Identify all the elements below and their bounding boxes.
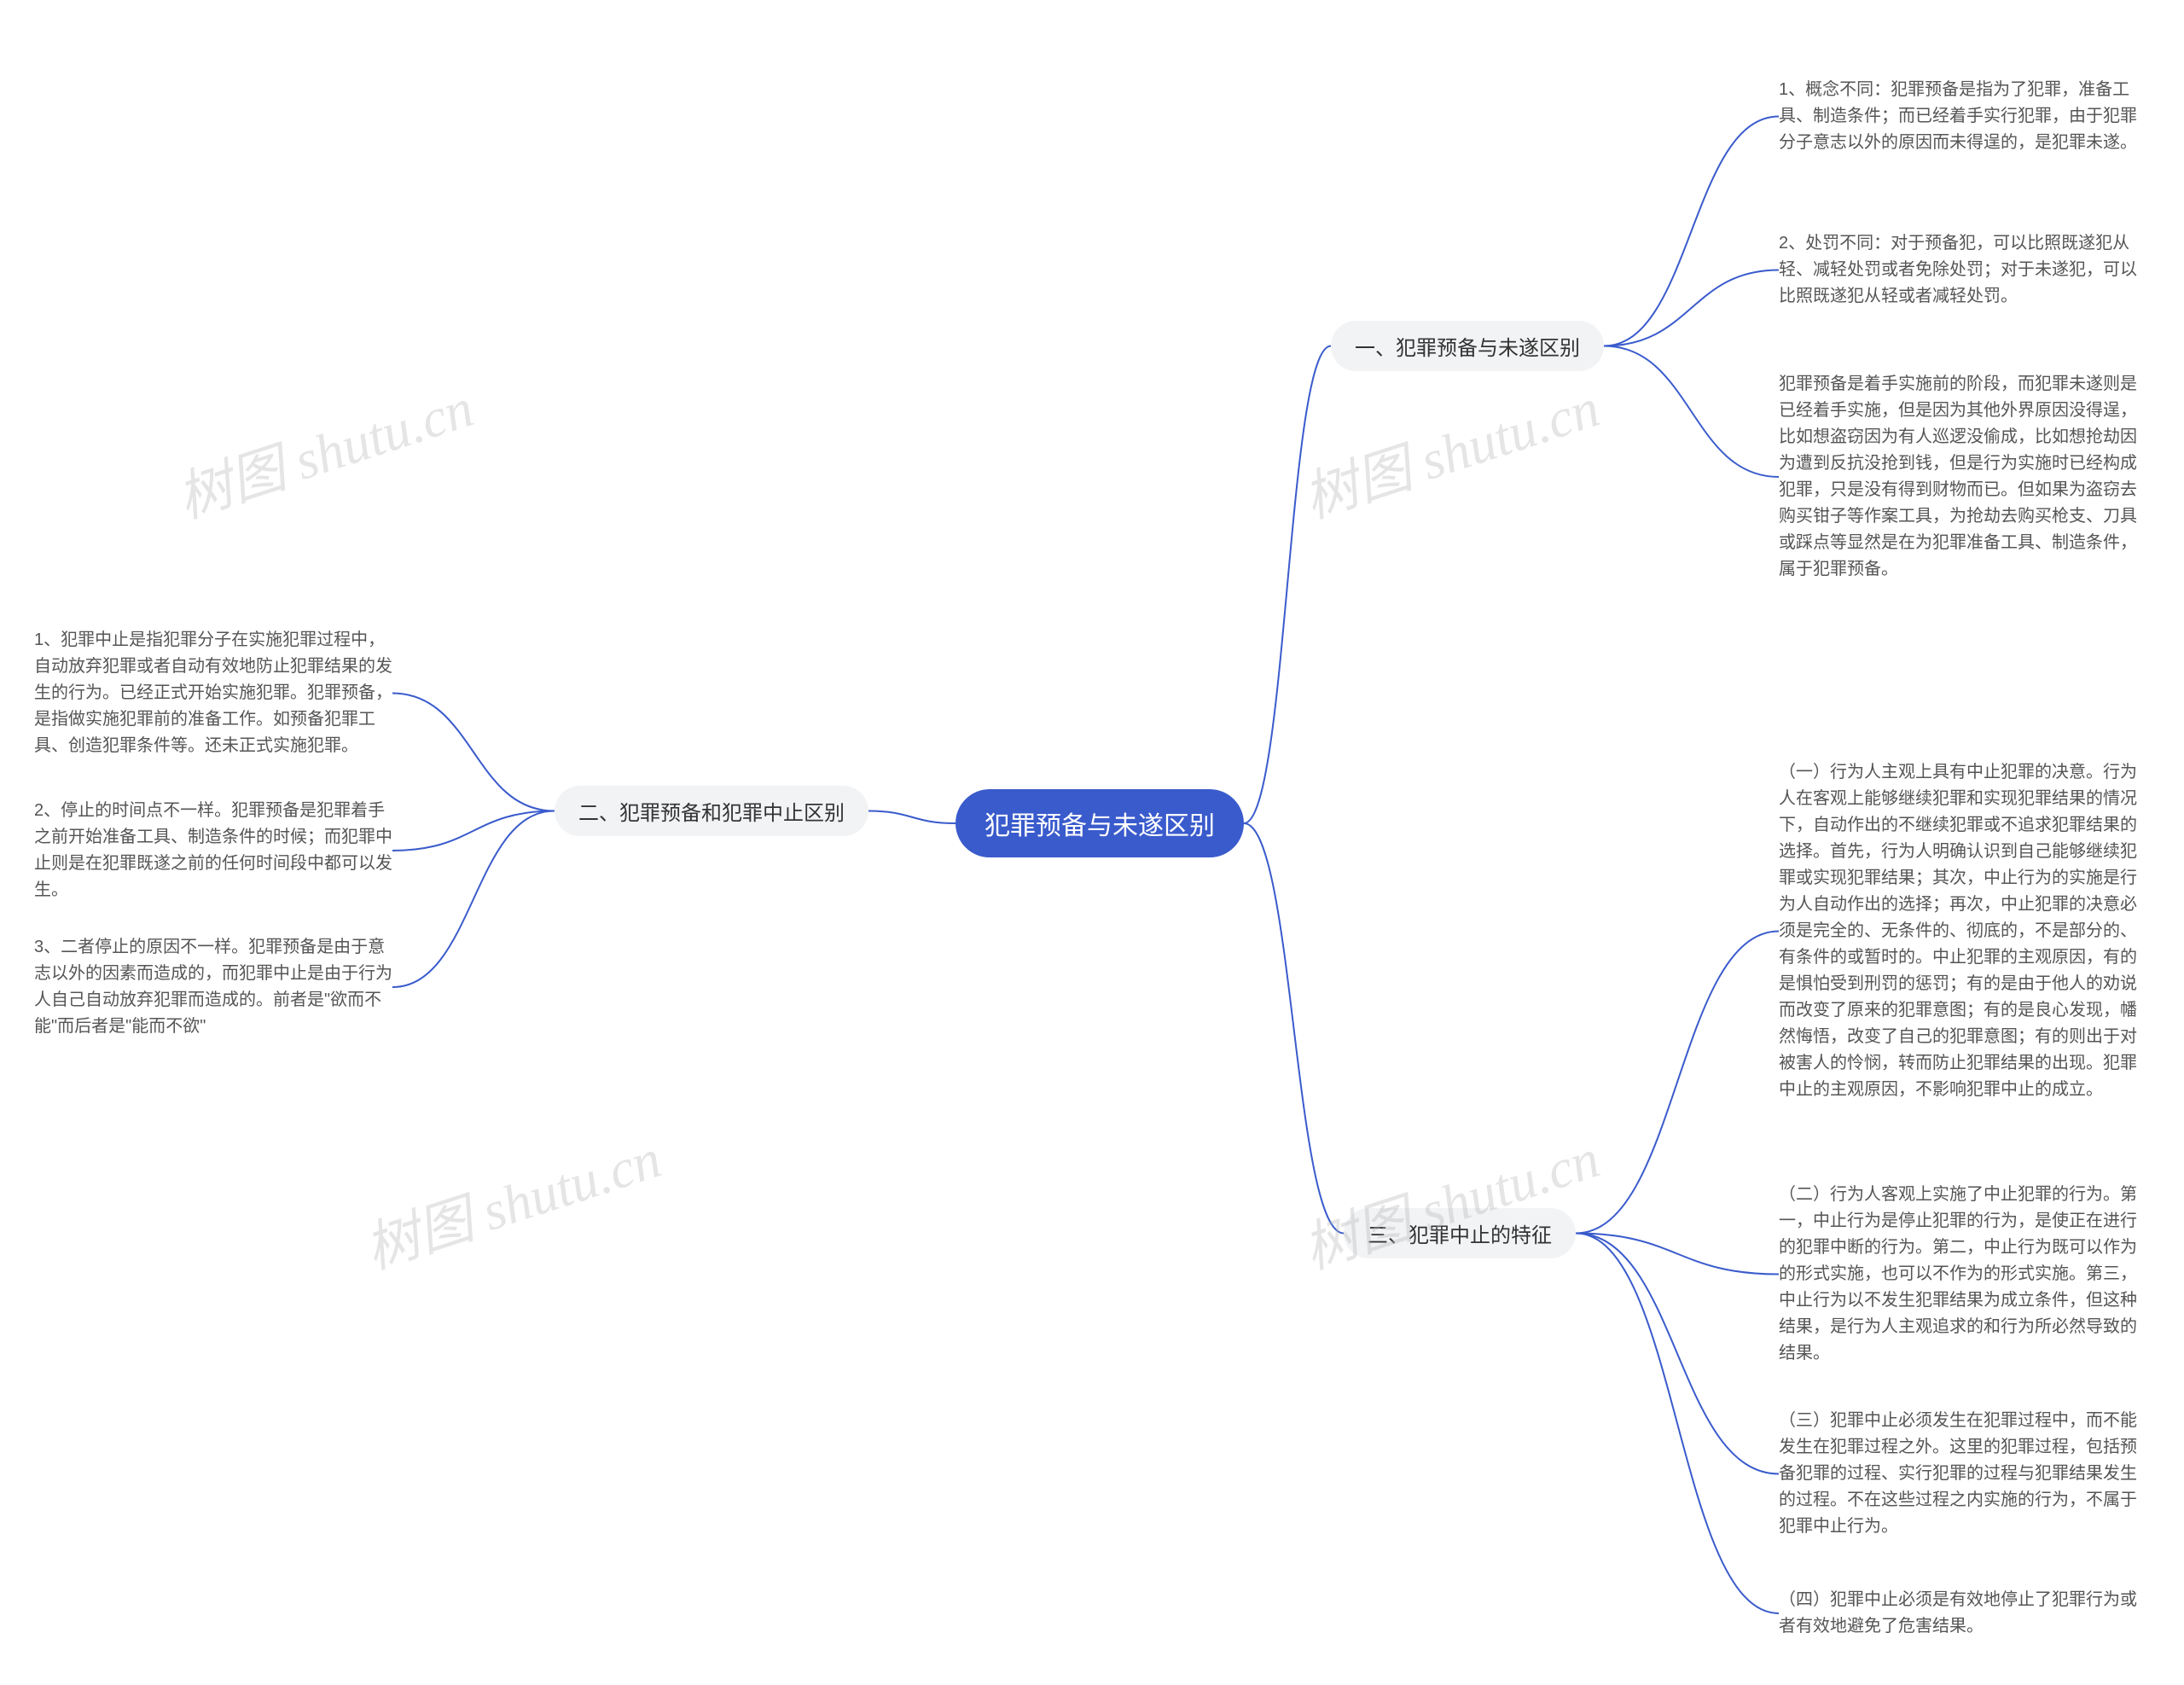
leaf-node: 2、停止的时间点不一样。犯罪预备是犯罪着手之前开始准备工具、制造条件的时候；而犯… (34, 798, 392, 904)
leaf-node: （三）犯罪中止必须发生在犯罪过程中，而不能发生在犯罪过程之外。这里的犯罪过程，包… (1779, 1408, 2137, 1540)
leaf-node: （四）犯罪中止必须是有效地停止了犯罪行为或者有效地避免了危害结果。 (1779, 1587, 2137, 1640)
watermark-text: 树图 shutu.cn (1292, 1115, 1608, 1284)
leaf-node: （一）行为人主观上具有中止犯罪的决意。行为人在客观上能够继续犯罪和实现犯罪结果的… (1779, 759, 2137, 1103)
branch-node: 一、犯罪预备与未遂区别 (1331, 321, 1604, 371)
watermark-text: 树图 shutu.cn (166, 364, 482, 533)
leaf-node: 1、犯罪中止是指犯罪分子在实施犯罪过程中，自动放弃犯罪或者自动有效地防止犯罪结果… (34, 627, 392, 759)
watermark-text: 树图 shutu.cn (1292, 364, 1608, 533)
leaf-node: 3、二者停止的原因不一样。犯罪预备是由于意志以外的因素而造成的，而犯罪中止是由于… (34, 934, 392, 1040)
leaf-node: 1、概念不同：犯罪预备是指为了犯罪，准备工具、制造条件；而已经着手实行犯罪，由于… (1779, 77, 2137, 156)
root-label: 犯罪预备与未遂区别 (985, 812, 1215, 840)
leaf-node: 2、处罚不同：对于预备犯，可以比照既遂犯从轻、减轻处罚或者免除处罚；对于未遂犯，… (1779, 230, 2137, 310)
branch-node: 三、犯罪中止的特征 (1344, 1208, 1576, 1258)
watermark-text: 树图 shutu.cn (354, 1115, 670, 1284)
leaf-node: 犯罪预备是着手实施前的阶段，而犯罪未遂则是已经着手实施，但是因为其他外界原因没得… (1779, 371, 2137, 583)
leaf-node: （二）行为人客观上实施了中止犯罪的行为。第一，中止行为是停止犯罪的行为，是使正在… (1779, 1182, 2137, 1367)
mindmap-root: 犯罪预备与未遂区别 (956, 789, 1244, 857)
branch-node: 二、犯罪预备和犯罪中止区别 (555, 786, 868, 836)
